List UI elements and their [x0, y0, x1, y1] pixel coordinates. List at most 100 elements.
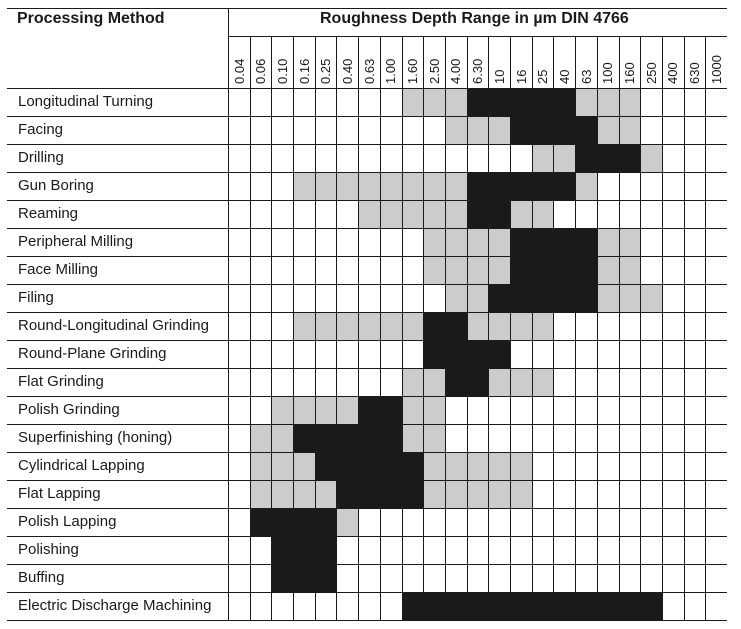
table-cell [662, 200, 684, 228]
table-cell [315, 592, 337, 620]
table-cell [553, 228, 576, 256]
table-cell [379, 312, 402, 340]
table-cell [532, 340, 554, 368]
table-cell [597, 312, 619, 340]
table-cell [488, 536, 510, 564]
table-cell [228, 480, 250, 508]
table-cell [488, 144, 510, 172]
table-cell [662, 508, 684, 536]
table-cell [510, 564, 532, 592]
table-cell [228, 368, 250, 396]
table-cell [466, 116, 489, 144]
table-cell [379, 172, 402, 200]
grid-line [7, 144, 727, 145]
table-cell [531, 256, 554, 284]
table-cell [684, 228, 706, 256]
table-cell [662, 592, 684, 620]
table-cell [402, 508, 424, 536]
table-cell [510, 480, 532, 508]
table-cell [444, 284, 467, 312]
table-cell [597, 480, 619, 508]
table-cell [684, 200, 706, 228]
grid-line [336, 36, 338, 620]
table-cell [293, 452, 315, 480]
grid-line [271, 36, 273, 620]
table-cell [575, 88, 597, 116]
grid-line [575, 36, 577, 620]
table-cell [662, 452, 684, 480]
table-cell [380, 88, 402, 116]
table-cell [531, 284, 554, 312]
table-cell [488, 592, 511, 620]
table-cell [705, 480, 727, 508]
table-cell [358, 396, 380, 424]
table-cell [250, 592, 272, 620]
table-cell [596, 116, 619, 144]
table-cell [401, 88, 424, 116]
table-cell [380, 116, 402, 144]
table-cell [705, 368, 727, 396]
table-cell [640, 452, 662, 480]
table-cell [336, 480, 359, 508]
table-cell [575, 312, 597, 340]
table-cell [640, 424, 662, 452]
table-cell [597, 564, 619, 592]
row-label: Reaming [18, 205, 79, 222]
grid-line [228, 36, 727, 37]
column-label: 160 [622, 62, 638, 84]
grid-line [401, 36, 403, 620]
grid-line [531, 36, 533, 620]
column-label: 1.60 [405, 58, 421, 84]
table-cell [705, 228, 727, 256]
table-cell [250, 340, 272, 368]
grid-line [7, 116, 727, 117]
table-cell [684, 312, 706, 340]
table-cell [336, 88, 358, 116]
table-cell [705, 592, 727, 620]
table-cell [662, 88, 684, 116]
grid-line [596, 36, 598, 620]
table-cell [532, 424, 554, 452]
table-cell [640, 284, 662, 312]
table-cell [358, 340, 380, 368]
table-cell [315, 228, 337, 256]
table-cell [684, 256, 706, 284]
table-cell [466, 172, 489, 200]
grid-line [553, 36, 555, 620]
table-cell [705, 396, 727, 424]
table-cell [466, 452, 489, 480]
table-cell [271, 536, 294, 564]
table-cell [380, 592, 402, 620]
grid-line [7, 256, 727, 257]
grid-line [7, 200, 727, 201]
table-cell [423, 312, 445, 340]
table-cell [705, 256, 727, 284]
table-cell [488, 88, 511, 116]
table-cell [575, 144, 597, 172]
table-cell [684, 284, 706, 312]
table-cell [488, 200, 511, 228]
table-cell [640, 508, 662, 536]
table-cell [401, 172, 424, 200]
table-cell [640, 536, 662, 564]
column-label: 1.00 [383, 58, 399, 84]
table-cell [423, 228, 445, 256]
table-cell [358, 312, 380, 340]
table-cell [293, 564, 315, 592]
grid-line [7, 536, 727, 537]
table-cell [705, 200, 727, 228]
grid-line [683, 36, 685, 620]
table-cell [228, 228, 250, 256]
table-cell [619, 424, 641, 452]
table-cell [402, 536, 424, 564]
table-cell [684, 592, 706, 620]
table-cell [532, 452, 554, 480]
table-cell [467, 564, 489, 592]
table-cell [380, 368, 402, 396]
table-cell [336, 284, 358, 312]
table-cell [293, 508, 315, 536]
column-label: 400 [665, 62, 681, 84]
table-cell [228, 592, 250, 620]
table-cell [358, 256, 380, 284]
grid-line [7, 508, 727, 509]
